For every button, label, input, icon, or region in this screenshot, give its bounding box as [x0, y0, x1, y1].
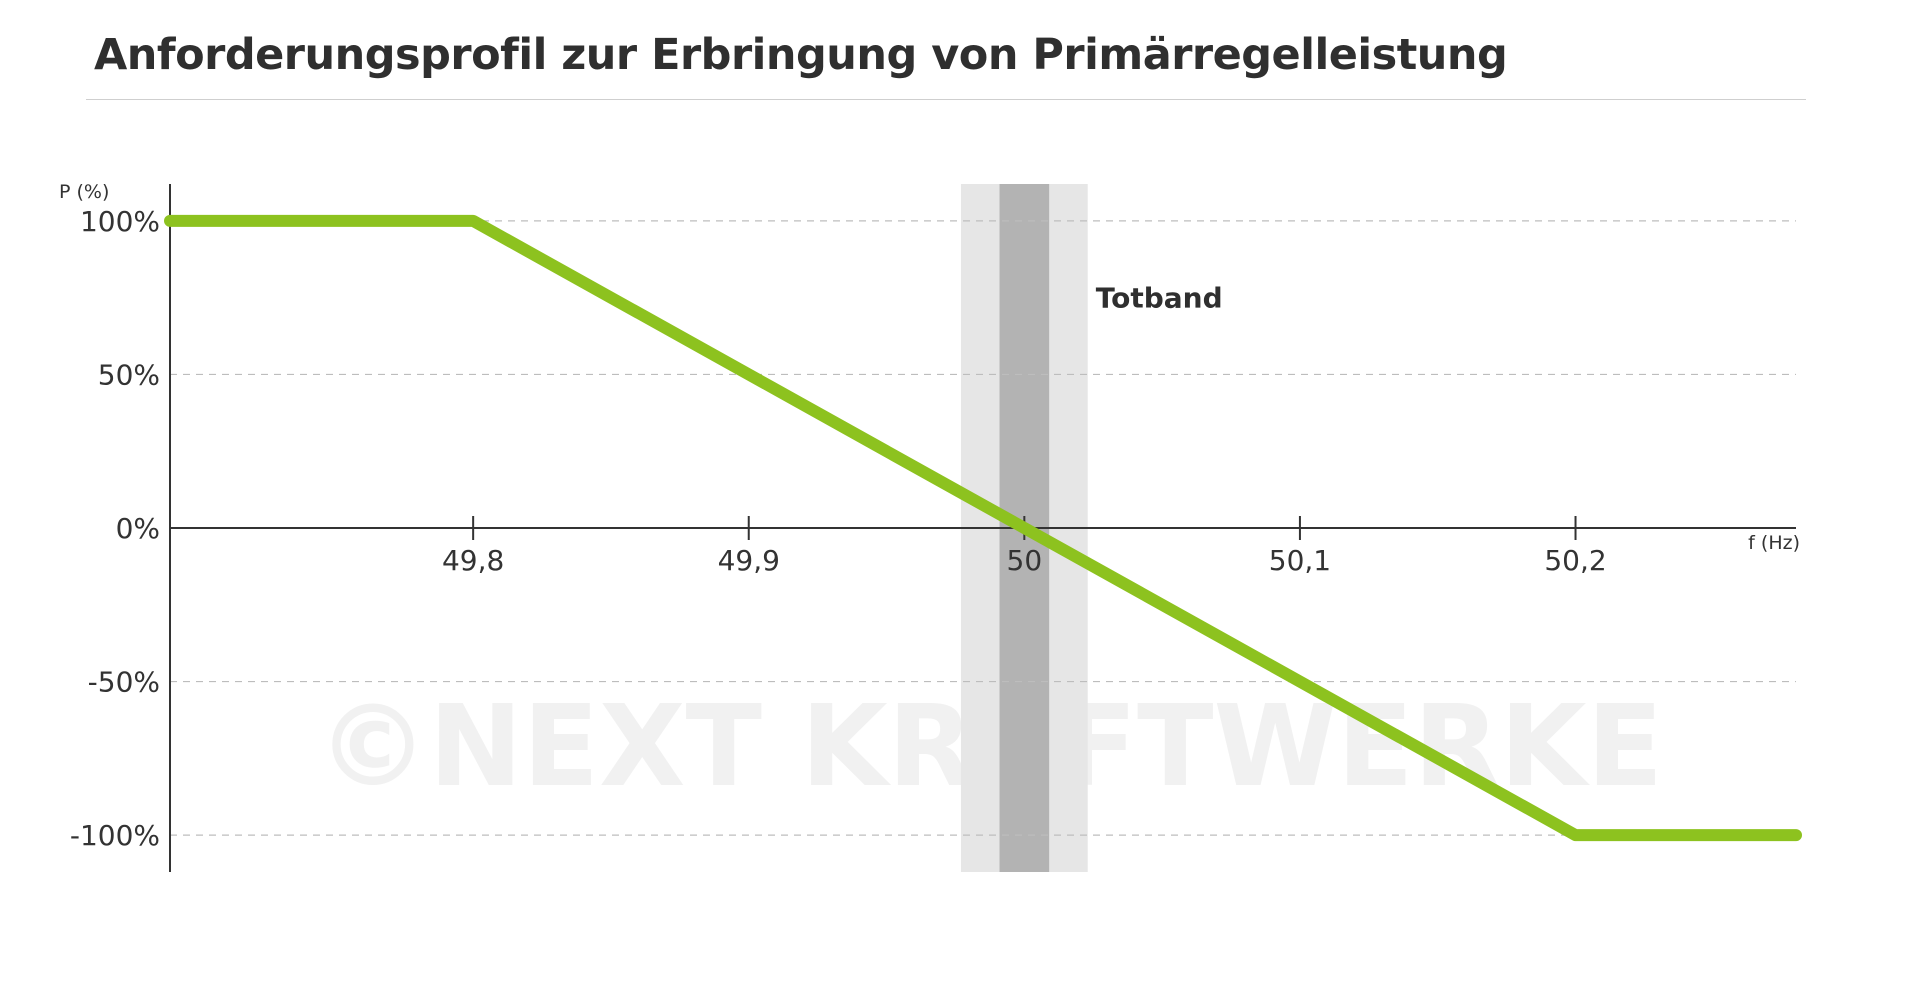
y-tick-label: 100% [80, 205, 160, 238]
title-divider [86, 99, 1806, 100]
x-tick-label: 50,2 [1544, 544, 1606, 577]
y-tick-label: -100% [70, 819, 160, 852]
series-line-0 [164, 214, 1802, 842]
y-axis-label: P (%) [59, 181, 109, 203]
deadband-label: Totband [1096, 282, 1223, 315]
x-tick-label: 49,9 [718, 544, 780, 577]
x-axis-label: f (Hz) [1748, 532, 1800, 554]
y-tick-label: -50% [88, 666, 160, 699]
x-tick-label: 49,8 [442, 544, 504, 577]
x-tick-label: 50,1 [1269, 544, 1331, 577]
chart-title: Anforderungsprofil zur Erbringung von Pr… [94, 30, 1508, 80]
y-tick-label: 0% [116, 512, 160, 545]
x-tick-label: 50 [1007, 544, 1043, 577]
y-tick-label: 50% [98, 358, 160, 391]
